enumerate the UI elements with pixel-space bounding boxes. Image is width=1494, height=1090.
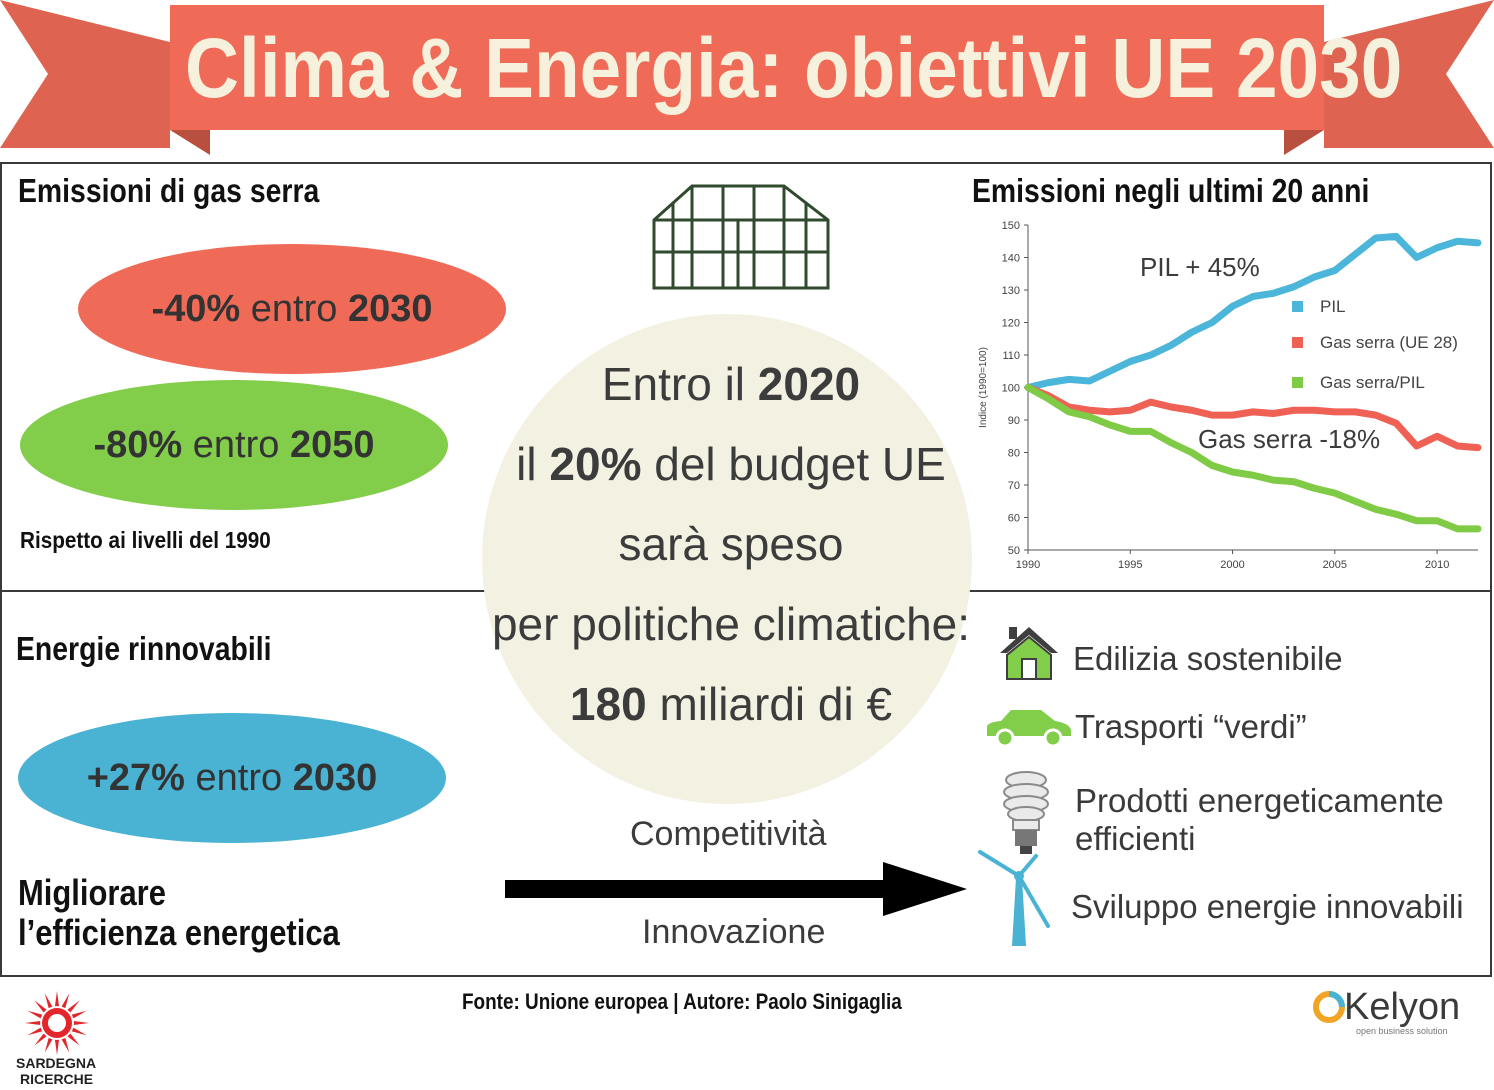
y-tick-label: 150 [1002,220,1020,232]
y-tick-label: 100 [1002,383,1020,395]
title-banner [0,0,1494,155]
logo-ray [27,1027,43,1036]
y-tick-label: 70 [1008,480,1020,492]
target-2030-year: 2030 [347,287,433,330]
emissions-heading: Emissioni di gas serra [18,172,320,209]
y-tick-label: 50 [1008,545,1020,557]
target-2030-ellipse: -40% entro 2030 [78,244,506,374]
y-axis-label: Indice (1990=100) [978,347,989,428]
renewables-year: 2030 [292,756,378,799]
series-ghg-per-pil-legend-label: Gas serra/PIL [1320,373,1425,392]
kelyon-logo-tagline: open business solution [1356,1026,1448,1036]
arrow-label-bottom: Innovazione [642,913,826,951]
arrow-label-top: Competitività [630,815,827,853]
arrow-icon [505,862,967,916]
logo-ray [25,1020,41,1026]
annotation-pil: PIL + 45% [1140,252,1260,282]
x-tick-label: 1990 [1016,559,1040,571]
chart-title: Emissioni negli ultimi 20 anni [972,172,1370,209]
series-ghg-line [1024,384,1482,452]
x-tick-label: 1995 [1118,559,1142,571]
budget-line-2: il 20% del budget UE [516,438,946,490]
renewables-heading: Energie rinnovabili [16,630,272,667]
budget-circle [482,314,972,804]
y-tick-label: 110 [1002,350,1020,362]
banner-title: Clima & Energia: obiettivi UE 2030 [185,21,1403,115]
logo-ray [61,1037,70,1053]
logo-ray [71,1027,87,1036]
logo-ray [34,1033,47,1046]
y-tick-label: 60 [1008,513,1020,525]
target-2030-value: -40% [151,287,241,330]
series-pil-legend-swatch [1292,301,1303,312]
logo-ray [34,1000,47,1013]
target-renewables-ellipse: +27% entro 2030 [18,713,446,843]
logo-ray [27,1010,43,1019]
kelyon-logo-text: Kelyon [1344,986,1461,1028]
policy-prodotti-2: efficienti [1075,820,1196,857]
emissions-note: Rispetto ai livelli del 1990 [20,527,271,553]
sardegna-logo-line-2: RICERCHE [20,1071,94,1087]
series-ghg-legend-label: Gas serra (UE 28) [1320,333,1458,352]
sardegna-ricerche-logo [25,991,89,1055]
wind-turbine-icon [978,850,1050,946]
logo-ray [44,1037,53,1053]
sardegna-logo-line-1: SARDEGNA [16,1055,97,1071]
logo-ray [54,991,60,1007]
annotation-ghg: Gas serra -18% [1198,424,1381,454]
y-tick-label: 140 [1002,253,1020,265]
target-2050-mid: entro [192,423,280,466]
budget-line-3: sarà speso [618,518,844,570]
kelyon-logo-icon [1313,991,1345,1023]
emissions-line-chart: 50 60 70 80 90 100 110 120 130 140 150 1990 1995 2000… [978,220,1482,571]
logo-ray [73,1020,89,1026]
house-icon [1000,627,1058,680]
policy-trasporti: Trasporti “verdi” [1075,708,1307,745]
budget-line-1: Entro il 2020 [601,358,861,410]
y-tick-label: 80 [1008,448,1020,460]
series-pil-line [1024,232,1482,391]
logo-ray [61,993,70,1009]
renewables-value: +27% [86,756,185,799]
series-pil-legend-label: PIL [1320,297,1346,316]
y-tick-label: 130 [1002,285,1020,297]
bulb-icon [1003,771,1049,854]
policy-edilizia: Edilizia sostenibile [1073,640,1343,677]
car-icon [987,710,1071,748]
efficiency-heading-1: Migliorare [18,872,166,913]
target-2050-value: -80% [93,423,183,466]
policy-sviluppo: Sviluppo energie innovabili [1071,888,1464,925]
logo-ray [67,1033,80,1046]
y-tick-label: 120 [1002,318,1020,330]
logo-ray [44,993,53,1009]
logo-ray [67,1000,80,1013]
efficiency-heading-2: l’efficienza energetica [18,912,340,953]
budget-text: Entro il 2020 il 20% del budget UE sarà … [466,344,996,744]
y-tick-label: 90 [1008,415,1020,427]
logo-ray [54,1039,60,1055]
budget-line-4: per politiche climatiche: [491,598,971,650]
x-tick-label: 2005 [1323,559,1347,571]
renewables-mid: entro [195,756,283,799]
policy-prodotti-1: Prodotti energeticamente [1075,782,1444,819]
greenhouse-icon [652,184,830,290]
target-2030-mid: entro [250,287,338,330]
budget-line-5: 180 miliardi di € [569,678,893,730]
logo-ray [71,1010,87,1019]
target-2050-ellipse: -80% entro 2050 [20,380,448,510]
series-ghg-legend-swatch [1292,337,1303,348]
series-ghg-per-pil-legend-swatch [1292,377,1303,388]
x-tick-label: 2000 [1220,559,1244,571]
source-credit: Fonte: Unione europea | Autore: Paolo Si… [462,989,902,1014]
target-2050-year: 2050 [289,423,375,466]
x-tick-label: 2010 [1425,559,1449,571]
series-ghg-per-pil-line [1024,384,1482,533]
